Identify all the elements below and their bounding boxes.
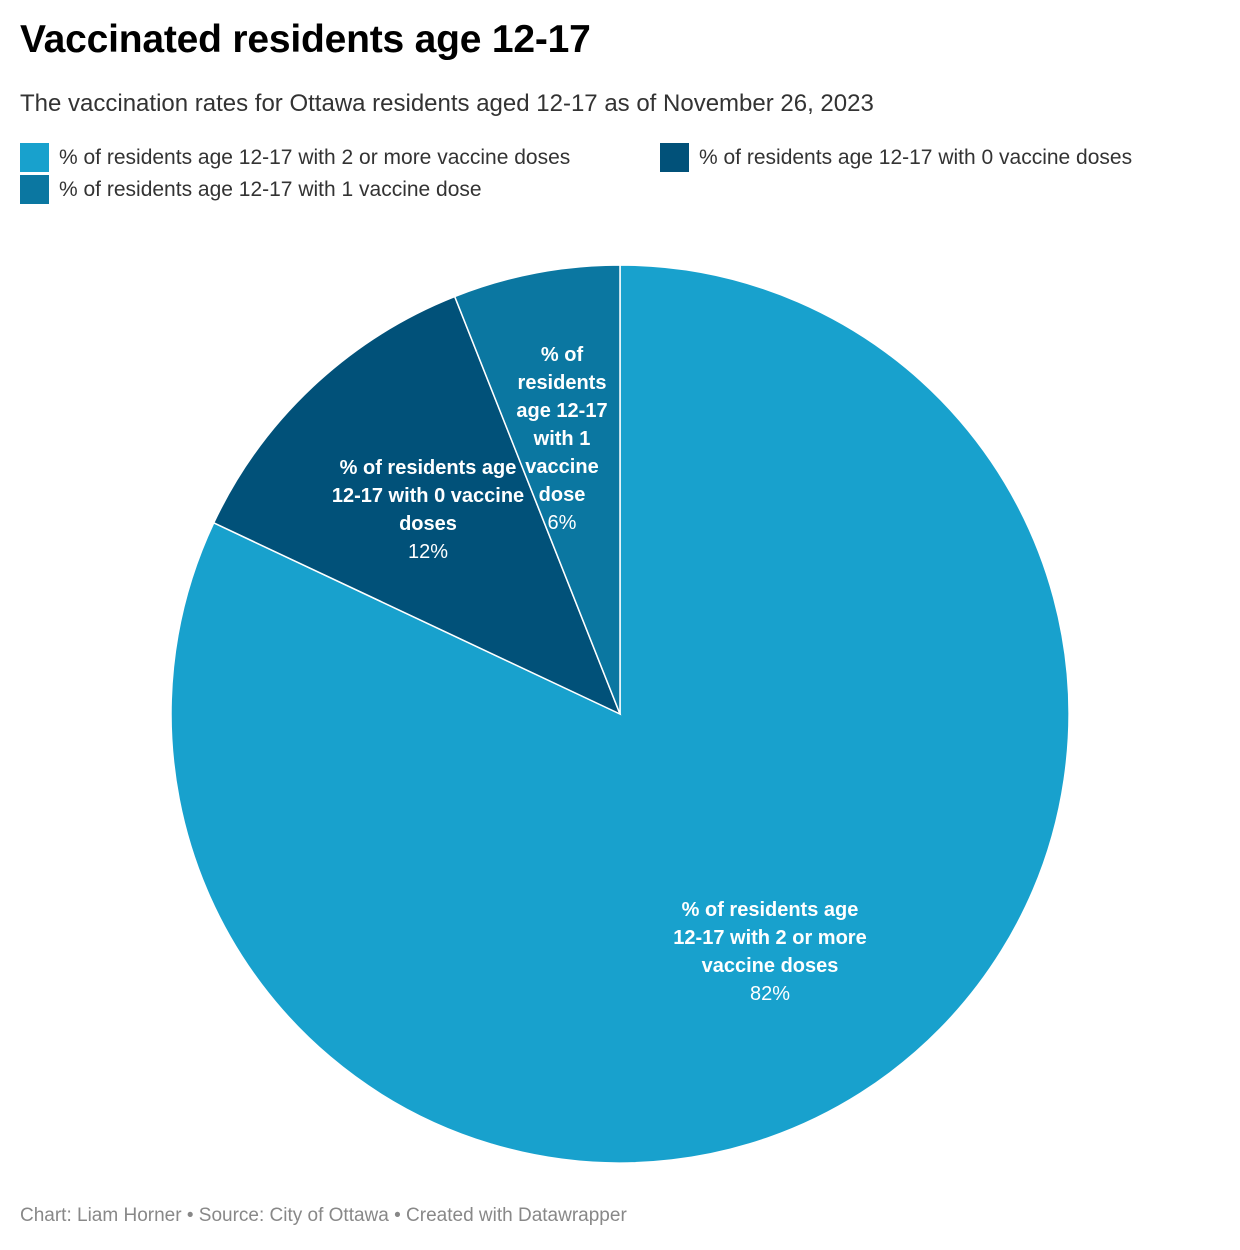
slice-label-two-or-more-doses: % of residents age 12-17 with 2 or more va… (673, 899, 866, 1005)
legend-label-one-dose: % of residents age 12-17 with 1 vaccine … (59, 177, 482, 201)
chart-title: Vaccinated residents age 12-17 (20, 18, 591, 61)
slice-name-line: with 1 (533, 428, 591, 450)
slice-name-line: dose (539, 484, 586, 506)
legend-item-one-dose: % of residents age 12-17 with 1 vaccine … (20, 175, 482, 204)
slice-name-line: % of (541, 344, 584, 366)
legend-swatch-two-or-more-doses (20, 143, 49, 172)
slice-label-zero-doses: % of residents age 12-17 with 0 vaccine do… (332, 457, 524, 563)
slice-value-zero-doses: 12% (408, 541, 448, 563)
pie-slice-zero-doses (212, 295, 622, 716)
slice-name-line: age 12-17 (516, 400, 607, 422)
legend-label-zero-doses: % of residents age 12-17 with 0 vaccine … (699, 145, 1133, 169)
legend-swatch-one-dose (20, 175, 49, 204)
chart-subtitle: The vaccination rates for Ottawa residen… (20, 90, 874, 117)
slice-name-line: 12-17 with 0 vaccine (332, 485, 524, 507)
slice-name-line: doses (399, 513, 457, 535)
chart-footer: Chart: Liam Horner • Source: City of Ott… (20, 1205, 627, 1226)
slice-name-line: 12-17 with 2 or more (673, 927, 866, 949)
slice-name-line: vaccine doses (702, 955, 839, 977)
slice-name-line: % of residents age (682, 899, 859, 921)
pie-slice-one-dose (453, 264, 621, 715)
slice-name-line: residents (518, 372, 607, 394)
legend-label-two-or-more-doses: % of residents age 12-17 with 2 or more … (59, 145, 571, 169)
legend-item-zero-doses: % of residents age 12-17 with 0 vaccine … (660, 143, 1132, 172)
slice-name-line: % of residents age (340, 457, 517, 479)
legend-item-two-or-more-doses: % of residents age 12-17 with 2 or more … (20, 143, 570, 172)
slice-value-one-dose: 6% (548, 512, 577, 534)
slice-value-two-or-more-doses: 82% (750, 983, 790, 1005)
slice-name-line: vaccine (525, 456, 598, 478)
slice-label-one-dose: % of residents age 12-17 with 1 vaccine dose 6… (516, 344, 607, 534)
legend-swatch-zero-doses (660, 143, 689, 172)
